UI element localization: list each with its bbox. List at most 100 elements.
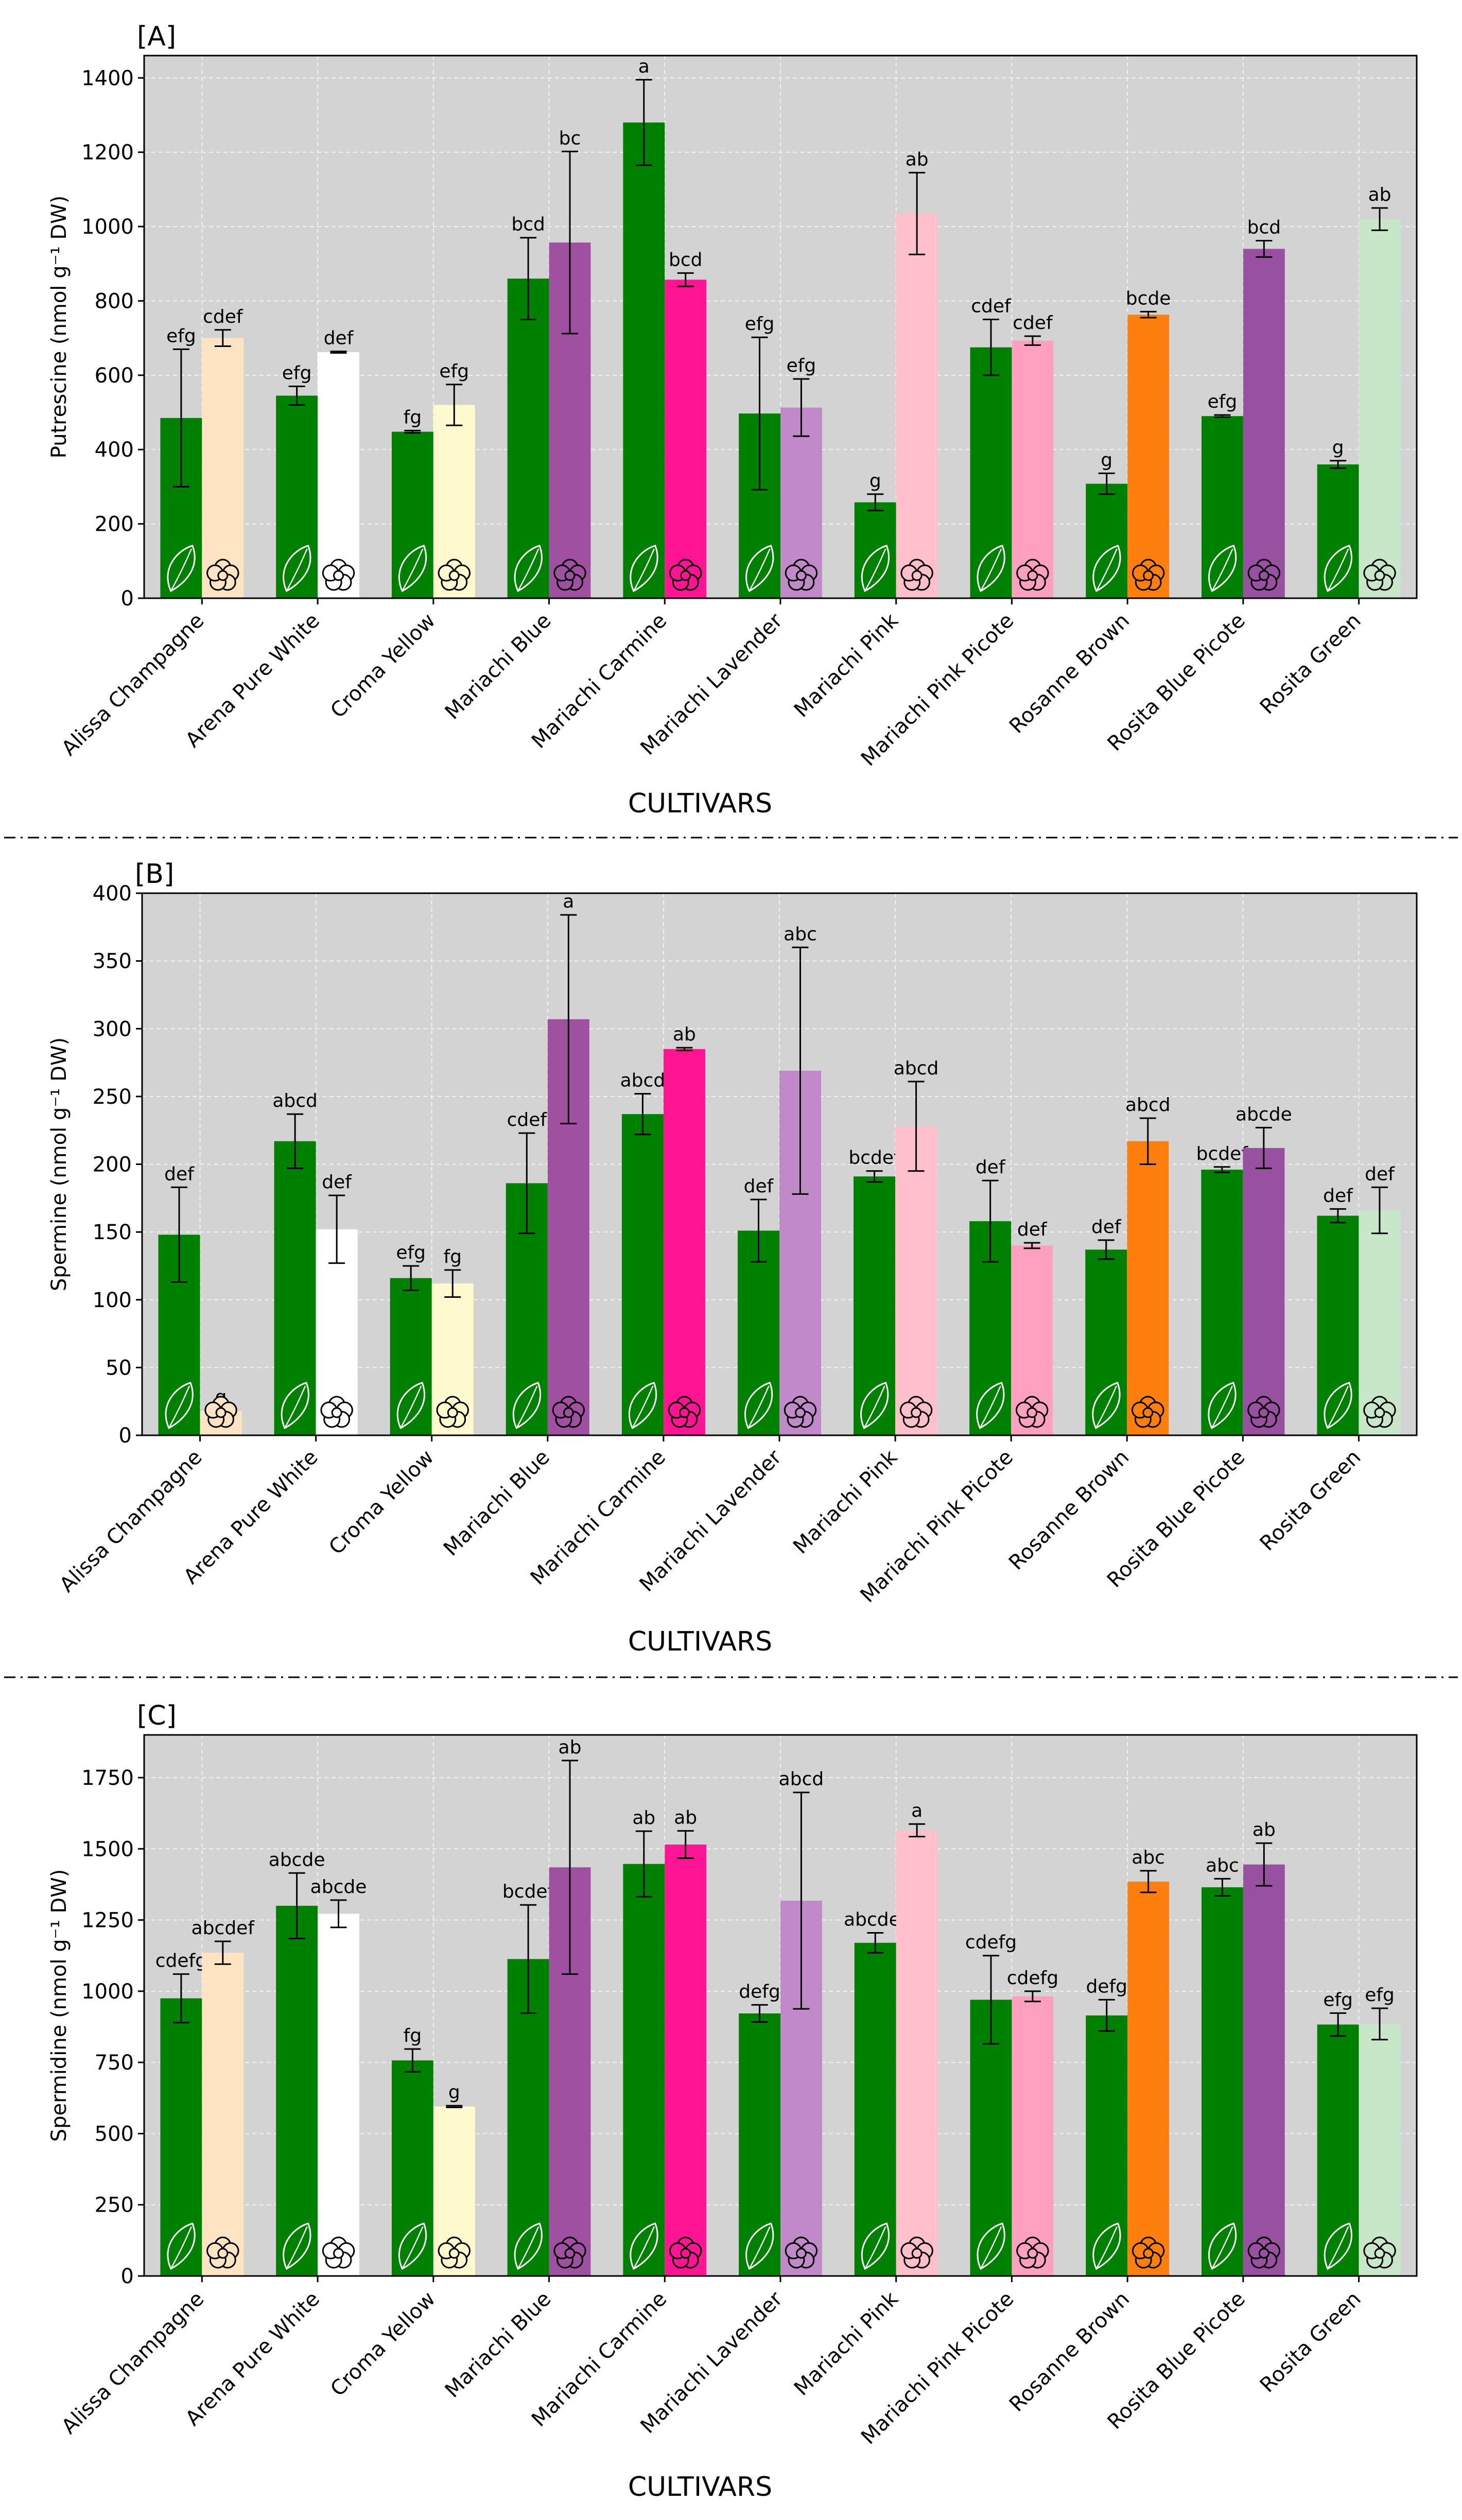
- significance-label: bcd: [511, 214, 545, 235]
- bar-flower: [1127, 1141, 1169, 1435]
- significance-label: abc: [1132, 1847, 1165, 1868]
- leaf-icon-vein: [284, 1385, 306, 1429]
- significance-label: abc: [1206, 1855, 1239, 1876]
- leaf-icon: [281, 1382, 309, 1430]
- flower-icon: [206, 2236, 239, 2269]
- leaf-icon-vein: [749, 548, 771, 592]
- significance-label: def: [1323, 1185, 1353, 1206]
- bar-leaf: [1201, 1170, 1243, 1435]
- leaf-icon: [283, 545, 311, 593]
- flower-icon-center: [911, 570, 923, 581]
- flower-icon: [1016, 2236, 1049, 2269]
- flower-icon: [438, 2236, 471, 2269]
- leaf-icon: [512, 1382, 542, 1430]
- flower-icon-center: [1258, 1407, 1269, 1418]
- bar-flower: [663, 1049, 705, 1435]
- bar-flower: [1243, 1864, 1285, 2276]
- significance-label: ab: [1252, 1819, 1276, 1840]
- flower-icon: [1132, 2236, 1165, 2269]
- bar-leaf: [507, 279, 549, 598]
- significance-label: fg: [404, 2025, 422, 2046]
- significance-label: defg: [739, 1981, 780, 2002]
- panel-tag: [C]: [137, 1700, 177, 1731]
- leaf-icon: [630, 545, 658, 593]
- significance-label: efg: [439, 361, 469, 382]
- significance-label: g: [1332, 437, 1344, 458]
- significance-label: abcd: [272, 1090, 318, 1111]
- y-axis-title: Spermidine (nmol g⁻¹ DW): [47, 1869, 71, 2142]
- y-axis-title: Putrescine (nmol g⁻¹ DW): [47, 196, 71, 459]
- bar-leaf: [1086, 2015, 1128, 2276]
- leaf-icon: [1324, 545, 1352, 593]
- leaf-icon-vein: [980, 2226, 1002, 2269]
- y-tick-label: 0: [121, 587, 134, 611]
- y-tick-label: 200: [93, 1153, 132, 1177]
- y-tick-label: 750: [95, 2051, 134, 2075]
- significance-label: bcdef: [1196, 1143, 1249, 1165]
- leaf-icon-vein: [864, 548, 886, 592]
- leaf-icon-vein: [168, 1385, 190, 1429]
- leaf-icon: [283, 2222, 311, 2270]
- y-tick-label: 600: [95, 364, 134, 388]
- significance-label: def: [1091, 1216, 1122, 1238]
- leaf-icon-vein: [980, 548, 1002, 592]
- flower-icon-center: [795, 1407, 806, 1418]
- significance-label: def: [744, 1176, 774, 1197]
- flower-icon-center: [1143, 570, 1154, 581]
- flower-icon-center: [680, 2248, 691, 2259]
- flower-icon-center: [1142, 1407, 1154, 1418]
- bar-flower: [896, 1830, 938, 2276]
- bar-flower: [1243, 1148, 1285, 1435]
- bar-flower: [896, 213, 938, 598]
- flower-icon: [900, 559, 933, 591]
- bar-leaf: [854, 1942, 896, 2276]
- significance-label: efg: [787, 355, 816, 376]
- flower-icon: [899, 1396, 933, 1428]
- bar-leaf: [623, 1864, 665, 2276]
- flower-icon-center: [448, 2248, 460, 2259]
- leaf-icon-vein: [1211, 1385, 1233, 1429]
- leaf-icon: [744, 1382, 773, 1430]
- bar-leaf: [623, 122, 665, 599]
- significance-label: def: [1365, 1163, 1395, 1185]
- significance-label: fg: [443, 1246, 462, 1267]
- significance-label: defg: [1086, 1976, 1127, 1997]
- significance-label: bcd: [1247, 217, 1281, 238]
- bar-leaf: [970, 347, 1012, 598]
- significance-label: def: [1017, 1219, 1048, 1240]
- significance-label: cdef: [507, 1109, 548, 1131]
- flower-icon-center: [1258, 570, 1269, 581]
- flower-icon-center: [911, 1407, 922, 1418]
- y-tick-label: 1200: [81, 141, 134, 165]
- significance-label: cdef: [971, 296, 1012, 317]
- flower-icon-center: [680, 570, 691, 581]
- leaf-icon-vein: [286, 2226, 308, 2269]
- y-tick-label: 300: [93, 1017, 132, 1041]
- y-tick-label: 150: [93, 1221, 132, 1244]
- y-tick-label: 1500: [81, 1837, 134, 1861]
- significance-label: bcd: [669, 249, 703, 270]
- leaf-icon: [745, 2222, 774, 2270]
- bar-leaf: [276, 1905, 318, 2276]
- leaf-icon: [1092, 2222, 1121, 2270]
- flower-icon: [669, 559, 702, 591]
- flower-icon-center: [447, 1407, 458, 1418]
- bar-leaf: [390, 1278, 432, 1435]
- significance-label: a: [638, 56, 650, 77]
- bar-leaf: [1086, 483, 1128, 598]
- bar-leaf: [160, 1998, 202, 2276]
- flower-icon-center: [217, 570, 229, 581]
- leaf-icon-vein: [170, 2226, 193, 2269]
- significance-label: abcd: [779, 1769, 824, 1790]
- leaf-icon-vein: [633, 548, 655, 592]
- flower-icon-center: [795, 2248, 807, 2259]
- flower-icon-center: [564, 570, 576, 581]
- flower-icon-center: [333, 2248, 344, 2259]
- y-tick-label: 1250: [81, 1909, 134, 1933]
- significance-label: cdefg: [1007, 1968, 1058, 1989]
- leaf-icon-vein: [863, 1385, 885, 1429]
- bar-flower: [318, 352, 359, 598]
- y-tick-label: 1000: [81, 215, 134, 239]
